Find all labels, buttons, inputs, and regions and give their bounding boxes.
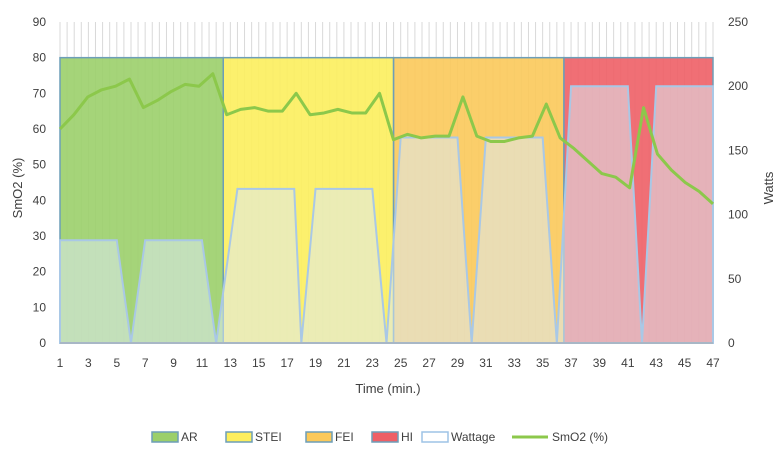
x-tick-label: 39 bbox=[593, 356, 607, 370]
right-tick-label: 150 bbox=[728, 143, 748, 157]
legend-label: SmO2 (%) bbox=[552, 430, 608, 444]
smo2-line bbox=[58, 72, 715, 206]
x-tick-label: 35 bbox=[536, 356, 550, 370]
x-tick-label: 15 bbox=[252, 356, 266, 370]
right-tick-label: 100 bbox=[728, 208, 748, 222]
left-tick-label: 70 bbox=[33, 86, 47, 100]
x-tick-label: 25 bbox=[394, 356, 408, 370]
x-tick-label: 41 bbox=[621, 356, 635, 370]
x-tick-label: 13 bbox=[224, 356, 238, 370]
smo2-series bbox=[58, 72, 715, 206]
left-tick-label: 20 bbox=[33, 265, 47, 279]
x-tick-label: 19 bbox=[309, 356, 323, 370]
x-tick-label: 47 bbox=[706, 356, 720, 370]
left-tick-label: 0 bbox=[39, 336, 46, 350]
legend-swatch-ar bbox=[151, 431, 179, 443]
legend-swatch-wattage bbox=[421, 431, 449, 443]
legend-label: HI bbox=[401, 430, 413, 444]
legend-swatch-stei bbox=[225, 431, 253, 443]
x-tick-label: 7 bbox=[142, 356, 149, 370]
x-tick-label: 11 bbox=[196, 356, 209, 370]
x-tick-label: 5 bbox=[113, 356, 120, 370]
legend-label: Wattage bbox=[451, 430, 496, 444]
left-axis-ticks: 0 10 20 30 40 50 60 70 80 90 bbox=[33, 15, 47, 350]
left-tick-label: 50 bbox=[33, 158, 47, 172]
x-axis-ticks: 1 3 5 7 9 11 13 15 17 19 21 23 25 27 29 31 33 35 37 39 41 43 4… bbox=[57, 356, 720, 370]
left-tick-label: 60 bbox=[33, 122, 47, 136]
left-tick-label: 40 bbox=[33, 193, 47, 207]
left-tick-label: 80 bbox=[33, 51, 47, 65]
legend-label: AR bbox=[181, 430, 198, 444]
x-tick-label: 31 bbox=[479, 356, 493, 370]
left-tick-label: 10 bbox=[33, 300, 47, 314]
x-tick-label: 43 bbox=[650, 356, 664, 370]
x-tick-label: 33 bbox=[508, 356, 522, 370]
legend-swatch-hi bbox=[371, 431, 399, 443]
y-axis-left-label: SmO2 (%) bbox=[10, 158, 25, 219]
wattage-series bbox=[59, 85, 714, 344]
right-tick-label: 200 bbox=[728, 79, 748, 93]
x-axis-label: Time (min.) bbox=[355, 381, 420, 396]
wattage-area bbox=[59, 85, 714, 344]
legend-label: STEI bbox=[255, 430, 282, 444]
x-tick-label: 45 bbox=[678, 356, 692, 370]
x-tick-label: 27 bbox=[422, 356, 436, 370]
right-tick-label: 250 bbox=[728, 15, 748, 29]
x-tick-label: 1 bbox=[57, 356, 64, 370]
legend-label: FEI bbox=[335, 430, 354, 444]
x-tick-label: 9 bbox=[170, 356, 177, 370]
x-tick-label: 17 bbox=[280, 356, 294, 370]
legend-swatch-fei bbox=[305, 431, 333, 443]
legend: AR STEI FEI HI Wattage SmO2 (%) bbox=[151, 430, 608, 444]
x-tick-label: 23 bbox=[366, 356, 380, 370]
x-tick-label: 29 bbox=[451, 356, 465, 370]
left-tick-label: 30 bbox=[33, 229, 47, 243]
x-tick-label: 21 bbox=[337, 356, 351, 370]
x-tick-label: 37 bbox=[564, 356, 578, 370]
right-axis-ticks: 0 50 100 150 200 250 bbox=[728, 15, 748, 350]
left-tick-label: 90 bbox=[33, 15, 47, 29]
x-tick-label: 3 bbox=[85, 356, 92, 370]
right-tick-label: 0 bbox=[728, 336, 735, 350]
y-axis-right-label: Watts bbox=[761, 171, 776, 204]
right-tick-label: 50 bbox=[728, 272, 742, 286]
